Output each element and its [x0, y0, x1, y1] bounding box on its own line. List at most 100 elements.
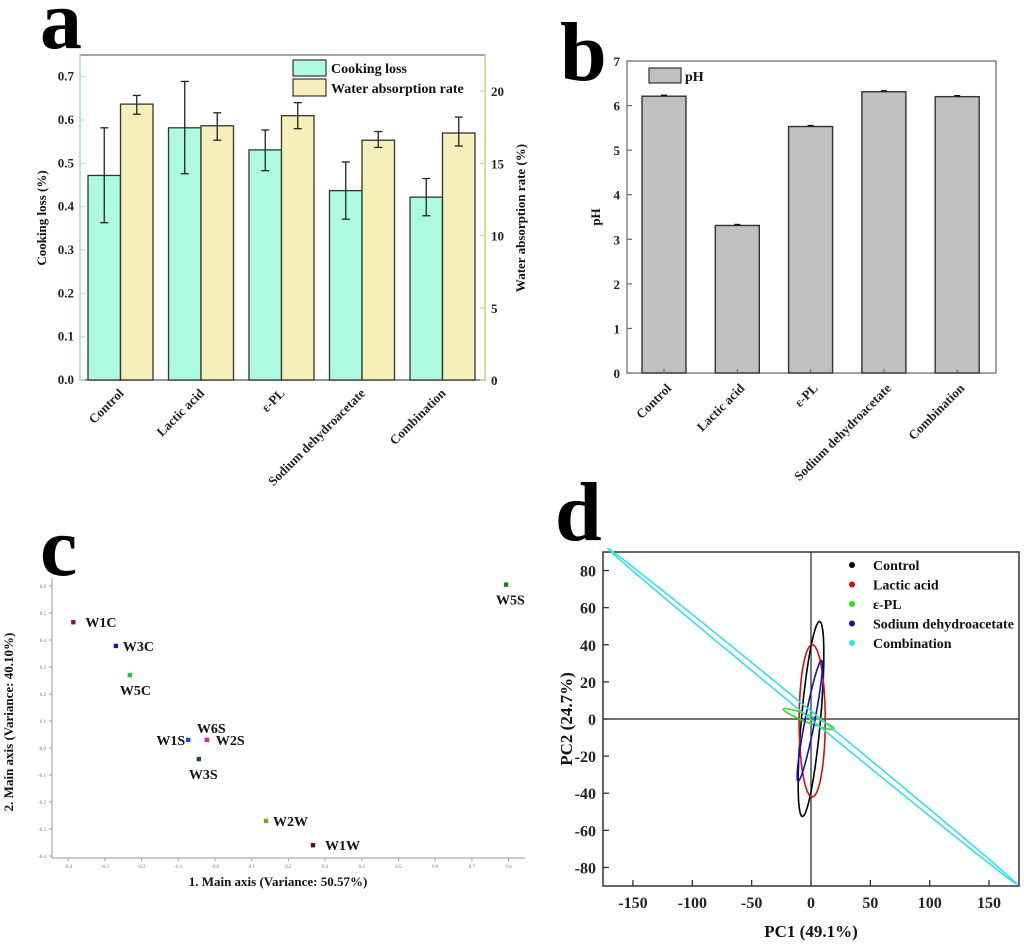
bar-water-absorption	[200, 125, 235, 381]
x-tick-label: 0.5	[395, 865, 402, 870]
ellipse-sodium-dehydroacetate	[796, 659, 824, 782]
legend-swatch-water-absorption	[292, 78, 327, 97]
y-tick-label: -0.4	[38, 855, 46, 860]
panel-d-chart: 80 60 40 20 0 -20 -40 -60 -80 -150 -100 -50 0 50 100 15…	[557, 547, 1020, 941]
y-tick-label: 0	[588, 712, 596, 729]
y-axis-label: PC2 (24.7%)	[557, 672, 576, 765]
y-tick-label: 3	[614, 232, 621, 247]
bar-ph	[861, 91, 907, 374]
point-label-w1c: W1C	[85, 616, 116, 631]
panel-a-chart: 0.0 0.1 0.2 0.3 0.4 0.5 0.6 0.7 0 5 10 15 20 Cooking …	[34, 54, 528, 489]
y-tick-label: -0.3	[38, 828, 46, 833]
x-tick-label: 0.8	[505, 865, 512, 870]
y-tick-label: 0.5	[40, 612, 47, 617]
legend-label-cooking-loss: Cooking loss	[331, 62, 407, 77]
y-tick-label: 0.6	[40, 585, 47, 590]
left-tick-label: 0.4	[58, 199, 75, 214]
bar-ph	[787, 125, 834, 374]
bar-water-absorption	[280, 115, 315, 381]
point-label-w1w: W1W	[325, 839, 360, 854]
x-tick-label: 0	[807, 895, 815, 912]
ellipse-combination	[606, 547, 1018, 885]
x-tick-label: 0.1	[249, 865, 256, 870]
bar-cooking-loss	[409, 196, 444, 381]
y-tick-label: 1	[614, 321, 621, 336]
x-tick-label: -100	[678, 895, 707, 912]
bar-ph	[714, 224, 760, 374]
legend-marker--pl	[849, 601, 855, 607]
data-point-w3s	[196, 756, 202, 762]
panel-letter-d: d	[555, 466, 602, 559]
left-tick-label: 0.0	[58, 372, 74, 387]
bar-cooking-loss	[248, 149, 283, 381]
y-tick-label: 0.2	[40, 693, 47, 698]
x-tick-label: -0.0	[211, 865, 219, 870]
right-tick-label: 10	[491, 229, 504, 244]
y-tick-label: -0.2	[38, 801, 46, 806]
legend-label: ε-PL	[873, 598, 902, 613]
y-axis-label-right: Water absorption rate (%)	[513, 144, 528, 292]
legend-swatch-ph	[648, 67, 682, 84]
bar-ph	[934, 95, 980, 374]
y-axis-label: pH	[588, 208, 603, 225]
point-label-w5c: W5C	[120, 684, 151, 699]
panel-letter-c: c	[40, 501, 77, 594]
data-point-w1w	[310, 843, 316, 848]
left-tick-label: 0.1	[58, 329, 74, 344]
y-tick-label: -60	[575, 823, 596, 840]
y-tick-label: 6	[614, 99, 621, 114]
x-axis-label: PC1 (49.1%)	[764, 922, 857, 941]
panel-letter-a: a	[40, 0, 82, 67]
x-tick-label: 0.6	[432, 865, 439, 870]
legend-swatch-cooking-loss	[292, 59, 327, 77]
data-point-w3c	[113, 643, 119, 649]
y-tick-label: 2	[614, 277, 621, 292]
y-tick-label: 0	[614, 366, 621, 381]
y-tick-label: -80	[575, 860, 596, 877]
y-tick-label: 80	[580, 564, 596, 581]
y-tick-label: 40	[580, 638, 596, 655]
x-tick-label: 50	[862, 895, 878, 912]
bar-ph	[641, 95, 687, 374]
y-tick-label: 7	[614, 54, 621, 69]
point-label-w2w: W2W	[273, 815, 308, 830]
bar-cooking-loss	[87, 174, 122, 381]
y-tick-label: -20	[575, 749, 596, 766]
right-tick-label: 20	[491, 84, 504, 99]
legend-marker-combination	[849, 640, 855, 646]
y-tick-label: -0.1	[38, 774, 46, 779]
y-tick-label: 0.4	[40, 639, 47, 644]
x-tick-label: -150	[618, 895, 647, 912]
y-tick-label: 20	[580, 675, 596, 692]
x-tick-label: -0.3	[101, 865, 109, 870]
legend-marker-lactic-acid	[849, 581, 855, 588]
legend-marker-sodium-dehydroacetate	[849, 620, 855, 627]
left-tick-label: 0.5	[58, 155, 75, 170]
legend-label: Lactic acid	[873, 579, 939, 594]
y-tick-label: 0.3	[40, 666, 47, 671]
data-point-w5s	[503, 582, 509, 587]
ellipse-control	[797, 620, 825, 818]
y-tick-label: -0.0	[38, 747, 46, 752]
x-tick-label: 0.2	[285, 865, 292, 870]
x-tick-label: 0.3	[322, 865, 329, 870]
right-tick-label: 15	[491, 156, 505, 171]
x-tick-label: -50	[741, 895, 762, 912]
data-point-w2w	[263, 818, 269, 824]
data-point-w1s	[186, 737, 191, 743]
point-label-w3c: W3C	[123, 640, 154, 655]
x-tick-label: Control	[86, 385, 127, 426]
x-tick-label: Combination	[905, 380, 968, 443]
legend-marker-control	[849, 562, 855, 568]
point-label-w3s: W3S	[189, 768, 218, 783]
point-label-w5s: W5S	[496, 594, 525, 609]
left-tick-label: 0.7	[58, 69, 75, 84]
ellipse-lactic-acid	[798, 643, 826, 798]
x-tick-label: -0.4	[64, 865, 72, 870]
data-point-w5c	[127, 672, 133, 678]
x-tick-label: -0.1	[174, 865, 182, 870]
x-tick-label: 150	[977, 895, 1001, 912]
x-tick-label: -0.2	[138, 865, 146, 870]
bar-water-absorption	[119, 103, 154, 381]
x-tick-label: Lactic acid	[694, 380, 748, 434]
